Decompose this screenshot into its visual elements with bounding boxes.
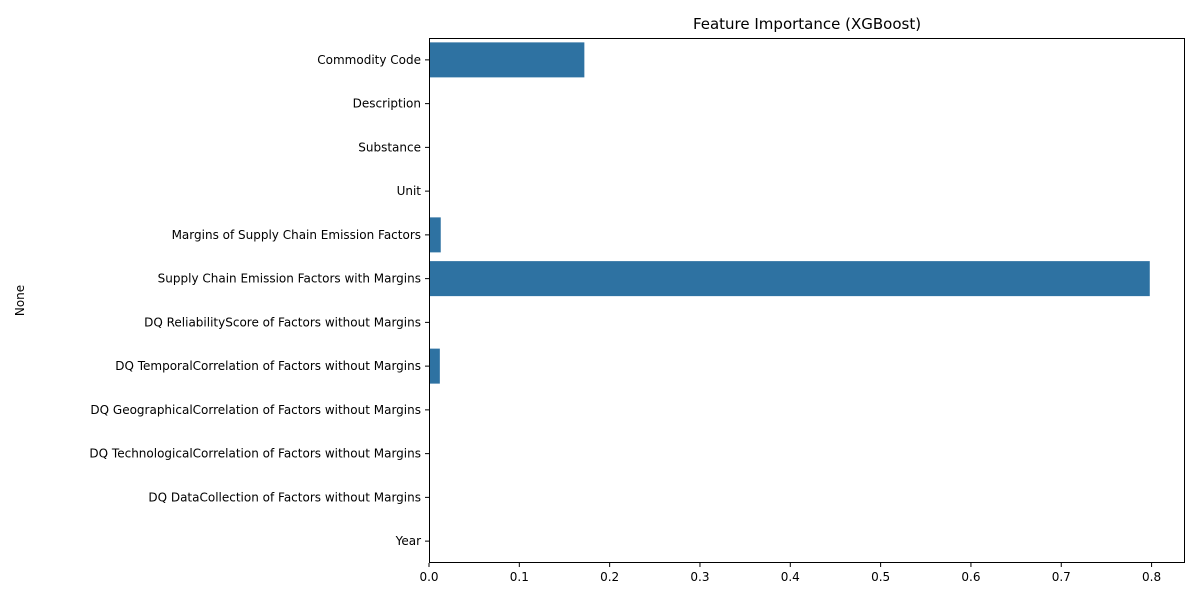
- y-tick-label: DQ ReliabilityScore of Factors without M…: [144, 315, 421, 329]
- bar: [429, 261, 1150, 297]
- y-tick-label: DQ TechnologicalCorrelation of Factors w…: [89, 447, 421, 461]
- bars-layer: [429, 42, 1150, 384]
- x-tick-label: 0.6: [961, 570, 980, 584]
- x-tick-label: 0.3: [690, 570, 709, 584]
- bar: [429, 217, 441, 253]
- x-tick-label: 0.4: [781, 570, 800, 584]
- plot-frame: [429, 38, 1185, 563]
- x-axis-ticks: 0.0 0.1 0.2 0.3 0.4 0.5 0.6 0.7 0.8: [419, 563, 1161, 584]
- y-tick-label: Supply Chain Emission Factors with Margi…: [158, 272, 421, 286]
- y-tick-label: Description: [353, 97, 421, 111]
- y-tick-label: Substance: [358, 140, 421, 154]
- y-tick-label: Margins of Supply Chain Emission Factors: [172, 228, 421, 242]
- y-tick-label: Commodity Code: [317, 53, 421, 67]
- y-tick-label: DQ GeographicalCorrelation of Factors wi…: [90, 403, 421, 417]
- bar: [429, 348, 440, 384]
- x-tick-label: 0.0: [419, 570, 438, 584]
- y-axis-label: None: [13, 285, 27, 316]
- bar: [429, 42, 585, 78]
- y-tick-label: Year: [395, 534, 421, 548]
- x-tick-label: 0.5: [871, 570, 890, 584]
- x-tick-label: 0.1: [510, 570, 529, 584]
- x-tick-label: 0.2: [600, 570, 619, 584]
- y-tick-label: DQ DataCollection of Factors without Mar…: [148, 490, 421, 504]
- y-tick-label: DQ TemporalCorrelation of Factors withou…: [115, 359, 421, 373]
- x-tick-label: 0.7: [1052, 570, 1071, 584]
- chart-title: Feature Importance (XGBoost): [693, 15, 921, 33]
- y-axis-ticks: Commodity Code Description Substance Unit Ma…: [89, 53, 429, 548]
- y-tick-label: Unit: [397, 184, 422, 198]
- x-tick-label: 0.8: [1142, 570, 1161, 584]
